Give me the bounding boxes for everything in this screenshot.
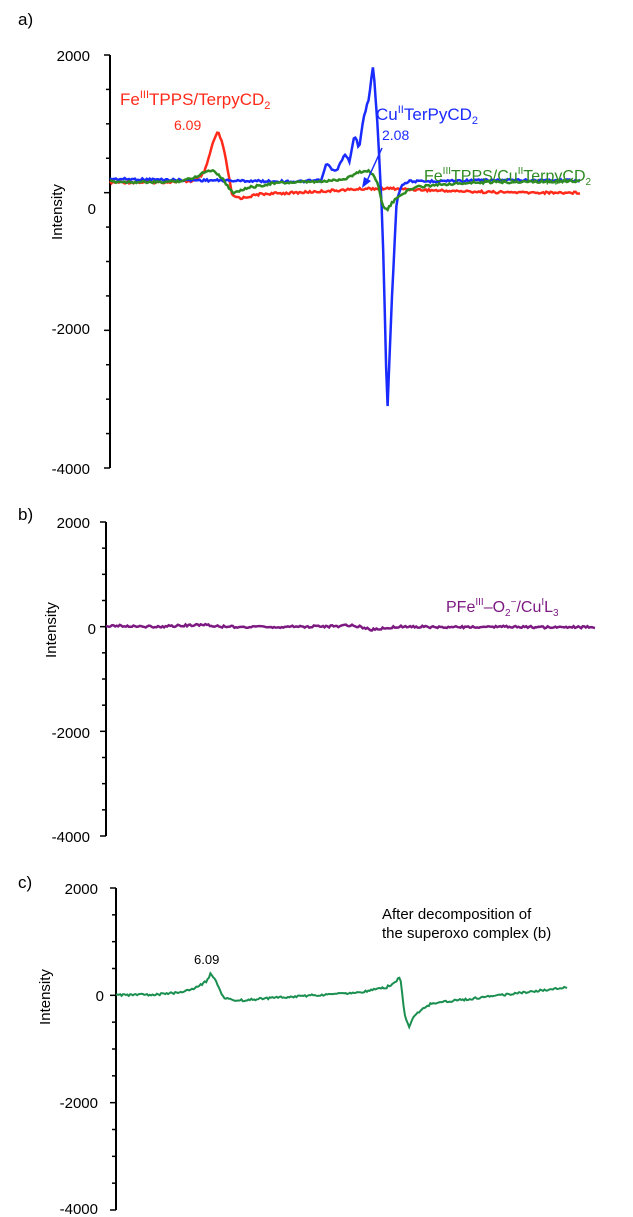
y-tick-label: 0	[88, 201, 96, 218]
panel-label: a)	[18, 10, 33, 29]
y-tick-label: -2000	[52, 725, 90, 742]
series-superoxo	[105, 622, 596, 632]
y-ticks	[104, 54, 110, 469]
label-sup: III	[140, 89, 149, 101]
panel-a: a) 2000 0 -2000 -4000 Intensity FeIIITPP…	[18, 10, 592, 478]
y-axis-label: Intensity	[43, 602, 60, 658]
label-sub: 2	[264, 100, 270, 112]
y-axis-label: Intensity	[49, 184, 66, 240]
label-part: Fe	[120, 90, 140, 109]
y-ticks	[100, 521, 106, 837]
series-label-cu: CuIITerPyCD2	[376, 104, 478, 127]
label-part: –O	[484, 599, 505, 616]
panel-c-title-line-2: the superoxo complex (b)	[382, 925, 551, 942]
panel-c: c) 2000 0 -2000 -4000 Intensity 6.09 Aft…	[18, 873, 568, 1217]
annotation-208: 2.08	[382, 127, 409, 143]
y-axis-label: Intensity	[37, 969, 54, 1025]
series-label-superoxo: PFeIII–O2−/CuIL3	[446, 597, 559, 619]
label-sup: III	[475, 597, 483, 608]
label-part: TPPS/TerpyCD	[149, 90, 264, 109]
panel-c-title-line-1: After decomposition of	[382, 906, 532, 923]
label-part: /Cu	[516, 599, 541, 616]
series-label-fe: FeIIITPPS/TerpyCD2	[120, 89, 270, 112]
label-part: Fe	[424, 168, 443, 185]
y-tick-label: 2000	[65, 881, 98, 898]
panel-label: b)	[18, 505, 33, 524]
label-sub: 2	[505, 608, 511, 619]
label-sup: III	[443, 166, 451, 177]
label-part: PFe	[446, 599, 475, 616]
label-sup: II	[518, 166, 524, 177]
y-tick-label: 0	[96, 988, 104, 1005]
y-ticks	[110, 887, 116, 1211]
y-tick-label: -2000	[52, 321, 90, 338]
series-decomposed	[115, 971, 568, 1030]
label-sub: 2	[586, 177, 592, 188]
y-tick-label: -2000	[60, 1095, 98, 1112]
y-tick-label: 0	[88, 621, 96, 638]
series-fe-tpps-terpycd2	[108, 131, 581, 201]
label-part: Cu	[376, 105, 398, 124]
arrow-head	[362, 177, 371, 188]
y-tick-label: 2000	[57, 48, 90, 65]
label-sub: 2	[472, 115, 478, 127]
y-tick-label: -4000	[60, 1201, 98, 1217]
y-tick-label: -4000	[52, 461, 90, 478]
panel-b: b) 2000 0 -2000 -4000 Intensity PFeIII–O…	[18, 505, 596, 846]
annotation-arrow	[365, 147, 383, 184]
series-label-combo: FeIIITPPS/CuIITerpyCD2	[424, 166, 592, 188]
label-sup: I	[541, 597, 544, 608]
label-part: TPPS/Cu	[451, 168, 518, 185]
label-part: L	[544, 599, 553, 616]
annotation-609: 6.09	[174, 117, 201, 133]
label-sub: 3	[553, 608, 559, 619]
y-tick-label: 2000	[57, 515, 90, 532]
series-cu-terpycd2	[109, 67, 581, 407]
annotation-609: 6.09	[194, 952, 219, 967]
series-fe-tpps-cu-terpycd2	[109, 168, 581, 212]
label-part: TerPyCD	[404, 105, 472, 124]
y-tick-label: -4000	[52, 829, 90, 846]
label-part: TerpyCD	[523, 168, 585, 185]
panel-label: c)	[18, 873, 32, 892]
label-sup: −	[511, 597, 517, 608]
label-sup: II	[398, 104, 404, 116]
